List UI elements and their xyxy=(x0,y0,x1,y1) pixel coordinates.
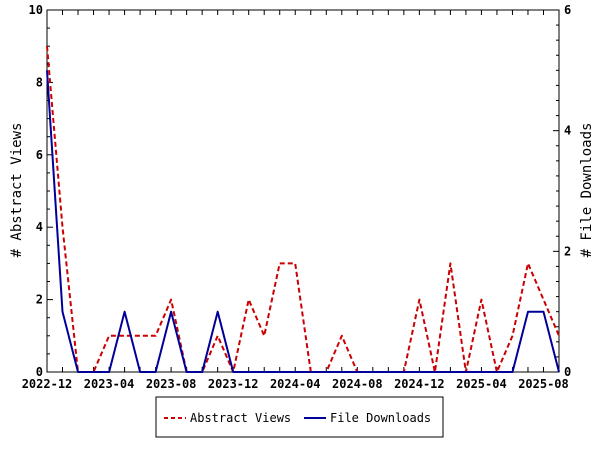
x-tick-label: 2022-12 xyxy=(22,377,73,391)
y-left-tick-label: 0 xyxy=(36,365,43,379)
legend-label-abstract-views: Abstract Views xyxy=(190,411,291,425)
legend-box xyxy=(155,396,444,438)
legend-label-file-downloads: File Downloads xyxy=(330,411,431,425)
x-tick-label: 2025-04 xyxy=(456,377,507,391)
y-axis-right-title: # File Downloads xyxy=(579,123,595,258)
series-layer xyxy=(46,46,560,373)
y-left-tick-label: 2 xyxy=(36,293,43,307)
x-tick-label: 2023-04 xyxy=(84,377,135,391)
x-tick-label: 2025-08 xyxy=(518,377,569,391)
x-tick-label: 2023-08 xyxy=(146,377,197,391)
y-left-tick-label: 10 xyxy=(29,3,43,17)
y-right-tick-label: 4 xyxy=(564,124,571,138)
series-line-file-downloads xyxy=(46,70,560,373)
x-tick-label: 2023-12 xyxy=(208,377,259,391)
x-tick-label: 2024-08 xyxy=(332,377,383,391)
y-right-tick-label: 2 xyxy=(564,244,571,258)
x-tick-label: 2024-04 xyxy=(270,377,321,391)
y-right-tick-label: 0 xyxy=(564,365,571,379)
x-tick-label: 2024-12 xyxy=(394,377,445,391)
y-right-tick-label: 6 xyxy=(564,3,571,17)
y-left-tick-label: 8 xyxy=(36,75,43,89)
legend: Abstract Views File Downloads xyxy=(155,396,444,438)
y-left-tick-label: 4 xyxy=(36,220,43,234)
y-axis-left-title: # Abstract Views xyxy=(9,123,25,258)
y-left-tick-label: 6 xyxy=(36,148,43,162)
